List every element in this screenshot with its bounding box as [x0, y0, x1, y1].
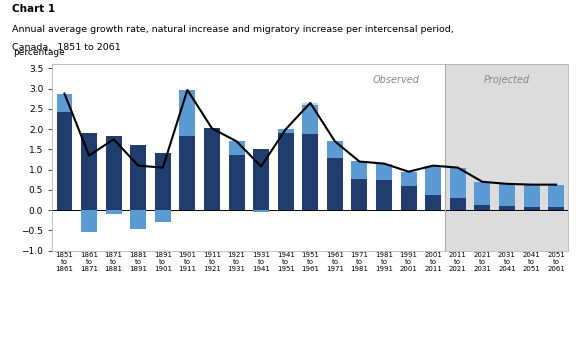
Bar: [179, 136, 195, 210]
Bar: [229, 141, 245, 155]
Bar: [278, 133, 293, 210]
Bar: [155, 210, 171, 222]
Bar: [130, 210, 146, 229]
Bar: [524, 185, 539, 207]
Bar: [351, 179, 368, 210]
Bar: [229, 155, 245, 210]
Bar: [425, 195, 441, 210]
Bar: [425, 166, 441, 195]
Bar: [327, 141, 343, 158]
Text: Canada,  1851 to 2061: Canada, 1851 to 2061: [12, 43, 121, 52]
Bar: [179, 90, 195, 136]
Bar: [253, 210, 269, 212]
Bar: [253, 149, 269, 210]
Bar: [106, 136, 122, 210]
Bar: [401, 172, 416, 186]
Text: percentage: percentage: [13, 48, 65, 57]
Bar: [204, 129, 220, 210]
Bar: [376, 180, 392, 210]
Bar: [302, 134, 318, 210]
Bar: [445, 64, 568, 251]
Text: Chart 1: Chart 1: [12, 4, 55, 14]
Bar: [56, 94, 72, 112]
Bar: [81, 133, 97, 210]
Text: Projected: Projected: [484, 74, 530, 84]
Bar: [474, 205, 490, 210]
Bar: [351, 161, 368, 179]
Bar: [155, 153, 171, 210]
Bar: [278, 129, 293, 133]
Bar: [401, 186, 416, 210]
Text: Annual average growth rate, natural increase and migratory increase per intercen: Annual average growth rate, natural incr…: [12, 25, 454, 34]
Bar: [474, 182, 490, 205]
Bar: [450, 168, 466, 198]
Bar: [130, 145, 146, 210]
Bar: [302, 103, 318, 105]
Bar: [327, 158, 343, 210]
Bar: [548, 207, 564, 210]
Bar: [499, 206, 515, 210]
Text: Observed: Observed: [373, 74, 420, 84]
Bar: [548, 185, 564, 207]
Bar: [302, 105, 318, 134]
Bar: [450, 198, 466, 210]
Bar: [106, 210, 122, 214]
Bar: [376, 164, 392, 180]
Bar: [499, 184, 515, 206]
Bar: [56, 112, 72, 210]
Bar: [81, 210, 97, 232]
Bar: [524, 207, 539, 210]
